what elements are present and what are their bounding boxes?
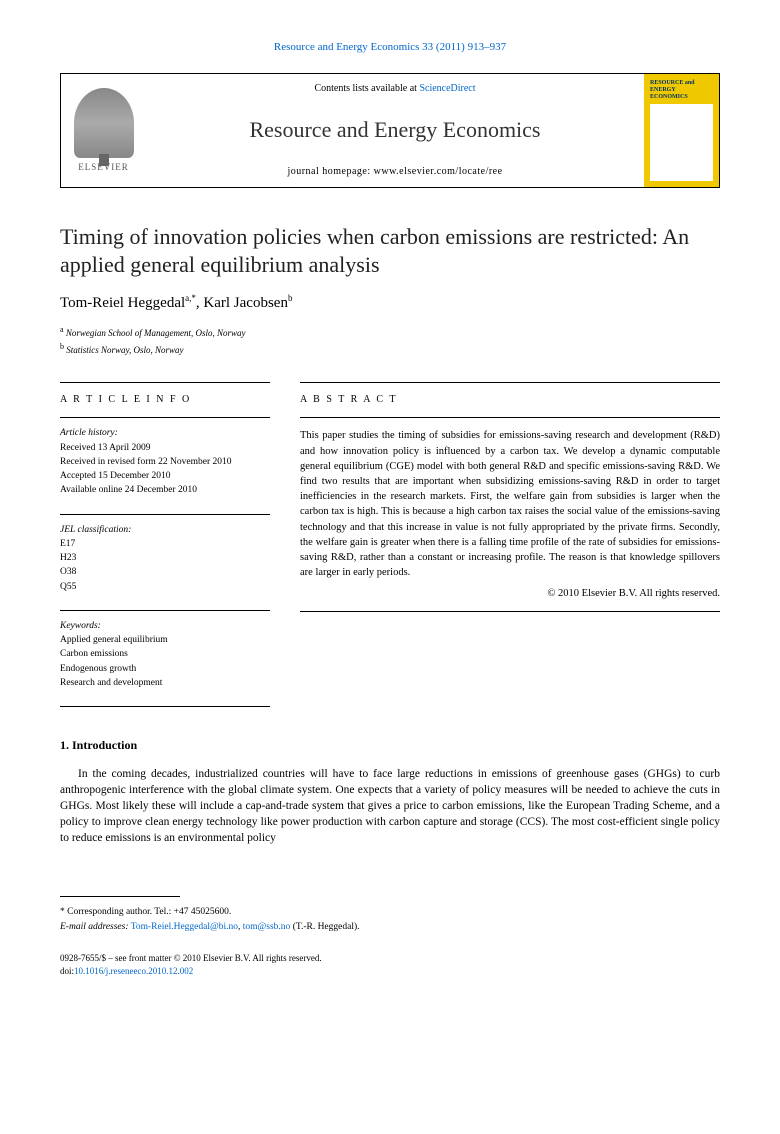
article-title: Timing of innovation policies when carbo… [60,223,720,278]
email-label: E-mail addresses: [60,922,129,932]
contents-prefix: Contents lists available at [314,83,419,94]
jel-code: Q55 [60,580,270,594]
history-label: Article history: [60,426,270,440]
affiliations: a Norwegian School of Management, Oslo, … [60,324,720,357]
history-accepted: Accepted 15 December 2010 [60,469,270,483]
article-history-block: Article history: Received 13 April 2009 … [60,418,270,497]
keywords-block: Keywords: Applied general equilibrium Ca… [60,611,270,690]
email-suffix: (T.-R. Heggedal). [290,922,359,932]
abstract-text: This paper studies the timing of subsidi… [300,428,720,580]
publisher-logo: ELSEVIER [61,74,146,187]
jel-block: JEL classification: E17 H23 O38 Q55 [60,515,270,594]
author-1-sup: a,* [185,293,196,303]
authors-line: Tom-Reiel Heggedala,*, Karl Jacobsenb [60,292,720,314]
footnote-separator [60,896,180,897]
elsevier-tree-icon [74,88,134,158]
header-center: Contents lists available at ScienceDirec… [146,74,644,187]
keyword: Endogenous growth [60,662,270,676]
email-link-1[interactable]: Tom-Reiel.Heggedal@bi.no [131,922,238,932]
jel-code: E17 [60,537,270,551]
homepage-url[interactable]: www.elsevier.com/locate/ree [374,166,503,177]
history-received: Received 13 April 2009 [60,441,270,455]
corresponding-author-footnote: * Corresponding author. Tel.: +47 450256… [60,905,720,934]
journal-header-box: ELSEVIER Contents lists available at Sci… [60,73,720,188]
abstract-heading: A B S T R A C T [300,382,720,407]
jel-code: H23 [60,551,270,565]
keyword: Carbon emissions [60,647,270,661]
jel-code: O38 [60,565,270,579]
corr-author-line: * Corresponding author. Tel.: +47 450256… [60,905,720,919]
cover-thumb-body [650,104,713,181]
homepage-prefix: journal homepage: [287,166,373,177]
journal-cover-thumbnail: RESOURCE and ENERGY ECONOMICS [644,74,719,187]
article-info-heading: A R T I C L E I N F O [60,382,270,407]
journal-name: Resource and Energy Economics [158,115,632,146]
doi-line: doi:10.1016/j.reseneeco.2010.12.002 [60,965,720,978]
author-1: Tom-Reiel Heggedal [60,295,185,311]
author-2: Karl Jacobsen [203,295,288,311]
keywords-label: Keywords: [60,619,270,633]
journal-reference: Resource and Energy Economics 33 (2011) … [60,40,720,55]
history-revised: Received in revised form 22 November 201… [60,455,270,469]
doi-link[interactable]: 10.1016/j.reseneeco.2010.12.002 [74,966,193,976]
intro-paragraph: In the coming decades, industrialized co… [60,766,720,846]
article-info-column: A R T I C L E I N F O Article history: R… [60,382,270,707]
contents-available-line: Contents lists available at ScienceDirec… [158,82,632,96]
cover-thumb-title: RESOURCE and ENERGY ECONOMICS [650,80,713,100]
history-online: Available online 24 December 2010 [60,483,270,497]
email-link-2[interactable]: tom@ssb.no [243,922,291,932]
keyword: Research and development [60,676,270,690]
sciencedirect-link[interactable]: ScienceDirect [419,83,475,94]
keyword: Applied general equilibrium [60,633,270,647]
affiliation-a: a Norwegian School of Management, Oslo, … [60,324,720,341]
doi-prefix: doi: [60,966,74,976]
section-1-heading: 1. Introduction [60,737,720,754]
abstract-copyright: © 2010 Elsevier B.V. All rights reserved… [300,587,720,602]
issn-copyright-line: 0928-7655/$ – see front matter © 2010 El… [60,952,720,965]
abstract-column: A B S T R A C T This paper studies the t… [300,382,720,707]
email-line: E-mail addresses: Tom-Reiel.Heggedal@bi.… [60,920,720,934]
author-2-sup: b [288,293,293,303]
journal-homepage-line: journal homepage: www.elsevier.com/locat… [158,165,632,179]
jel-label: JEL classification: [60,523,270,537]
affiliation-b: b Statistics Norway, Oslo, Norway [60,341,720,358]
bottom-publication-info: 0928-7655/$ – see front matter © 2010 El… [60,952,720,977]
